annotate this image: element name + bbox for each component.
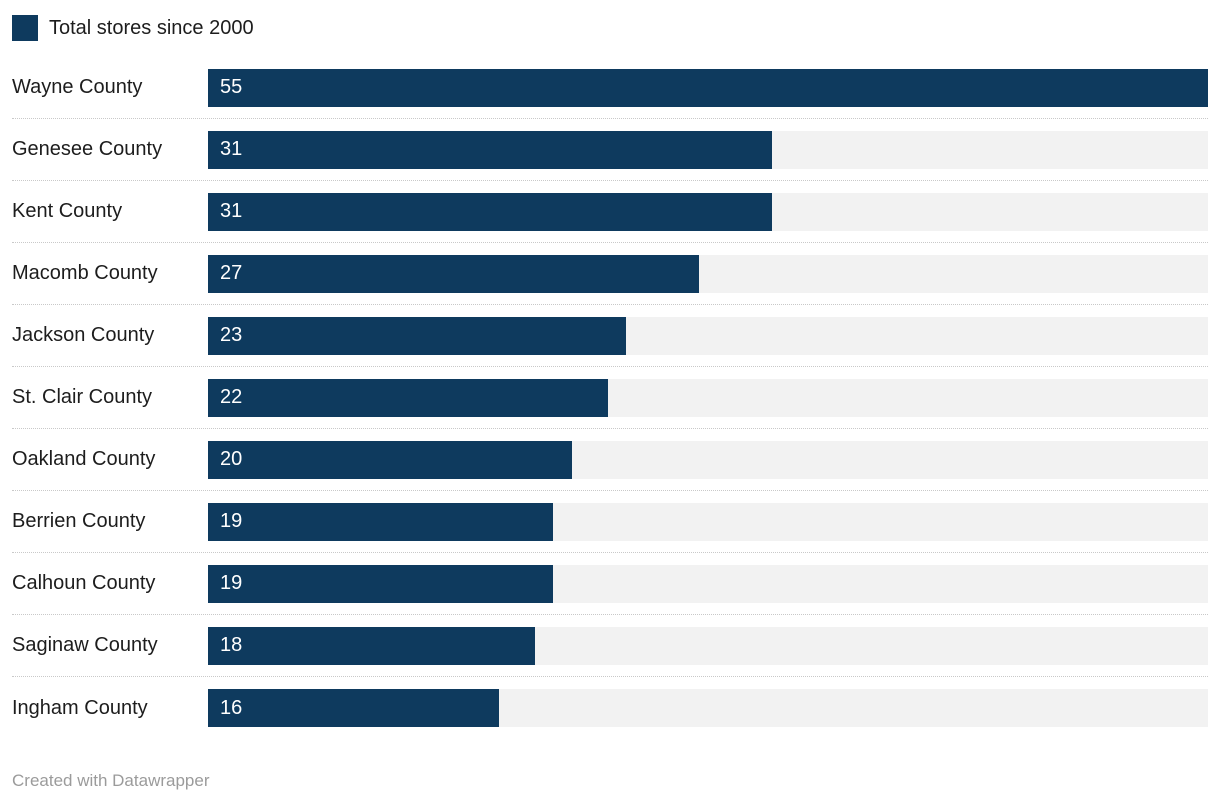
bar-track: 19 [208,502,1208,541]
bar: 55 [208,68,1208,107]
bar: 19 [208,564,554,603]
bar: 23 [208,316,627,355]
value-label: 18 [220,634,243,656]
value-label: 19 [220,572,243,594]
value-label: 55 [220,76,243,98]
category-label: Wayne County [12,76,143,98]
value-label: 27 [220,262,243,284]
category-label: Kent County [12,200,123,222]
bar-track: 18 [208,626,1208,665]
bar: 20 [208,440,572,479]
category-label: Genesee County [12,138,163,160]
value-label: 23 [220,324,243,346]
category-label: St. Clair County [12,386,153,408]
value-label: 16 [220,696,243,719]
bar-row: Macomb County 27 [12,243,1208,305]
category-label: Saginaw County [12,634,158,656]
bar-row: Ingham County 16 [12,677,1208,739]
category-label: Oakland County [12,448,156,470]
category-label: Berrien County [12,510,146,532]
bar-track: 22 [208,378,1208,417]
bar-rows: Wayne County 55 Genesee County 31 Kent Count… [12,57,1208,739]
bar: 16 [208,689,499,727]
value-label: 22 [220,386,243,408]
value-label: 31 [220,138,243,160]
bar-row: Saginaw County 18 [12,615,1208,677]
bar-track: 31 [208,192,1208,231]
bar-row: Jackson County 23 [12,305,1208,367]
bar-row: Oakland County 20 [12,429,1208,491]
bar-track: 16 [208,689,1208,727]
category-label: Jackson County [12,324,155,346]
bar: 31 [208,192,772,231]
bar-row: Calhoun County 19 [12,553,1208,615]
legend-swatch [12,15,38,41]
bar-track: 55 [208,68,1208,107]
bar-track: 31 [208,130,1208,169]
bar: 27 [208,254,699,293]
value-label: 31 [220,200,243,222]
bar-track: 27 [208,254,1208,293]
legend: Total stores since 2000 [12,14,1208,42]
legend-label: Total stores since 2000 [49,16,254,39]
attribution: Created with Datawrapper [12,771,210,790]
bar-row: Kent County 31 [12,181,1208,243]
category-label: Macomb County [12,262,158,284]
bar-row: Genesee County 31 [12,119,1208,181]
category-label: Calhoun County [12,572,156,594]
bar: 31 [208,130,772,169]
bar-track: 23 [208,316,1208,355]
category-label: Ingham County [12,696,148,719]
bar-row: St. Clair County 22 [12,367,1208,429]
value-label: 19 [220,510,243,532]
bar: 22 [208,378,608,417]
bar-track: 20 [208,440,1208,479]
bar: 19 [208,502,554,541]
bar-row: Berrien County 19 [12,491,1208,553]
bar-chart: Total stores since 2000 Wayne County 55 Ge… [12,14,1208,739]
value-label: 20 [220,448,243,470]
bar: 18 [208,626,536,665]
bar-row: Wayne County 55 [12,57,1208,119]
bar-track: 19 [208,564,1208,603]
